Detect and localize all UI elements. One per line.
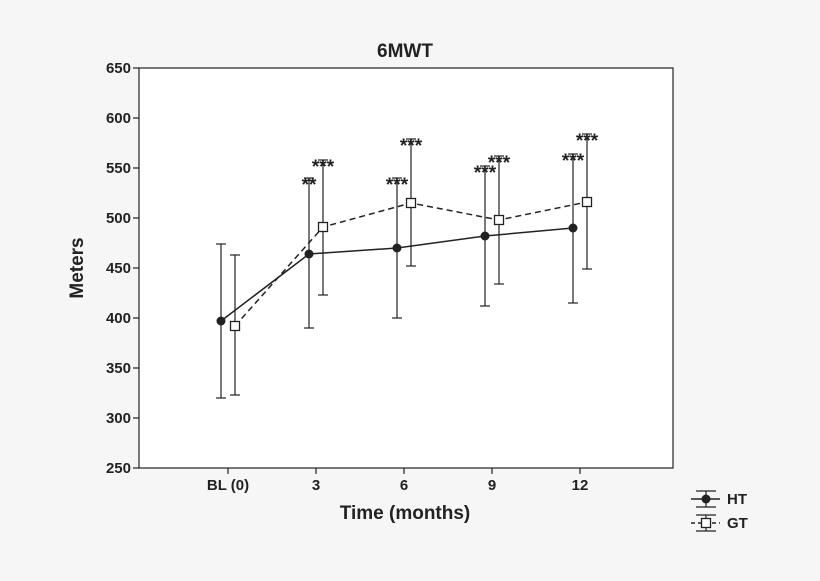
y-tick-label: 250 (106, 460, 131, 477)
series-group: ** ********************* (216, 131, 599, 399)
significance-label: ** (302, 175, 317, 196)
y-axis-label: Meters (67, 237, 88, 298)
legend-label: GT (727, 515, 748, 532)
data-point-ht (392, 243, 402, 253)
y-tick-label: 600 (106, 110, 131, 127)
significance-label: *** (474, 163, 497, 184)
y-tick-label: 350 (106, 360, 131, 377)
significance-label: *** (576, 131, 599, 152)
x-tick-label: 3 (312, 477, 320, 494)
series-gt: ************ (229, 131, 599, 396)
y-tick-label: 500 (106, 210, 131, 227)
x-tick-label: BL (0) (207, 477, 249, 494)
data-point-gt (317, 221, 329, 233)
data-point-gt (493, 214, 505, 226)
data-point-gt (229, 320, 241, 332)
x-tick-label: 9 (488, 477, 496, 494)
legend: HT GT (691, 490, 748, 532)
legend-item-ht: HT (691, 490, 747, 508)
y-tick-label: 300 (106, 410, 131, 427)
x-tick-label: 6 (400, 477, 408, 494)
significance-label: *** (562, 151, 585, 172)
significance-label: *** (400, 136, 423, 157)
y-tick-label: 400 (106, 310, 131, 327)
series-ht: ** ********* (216, 151, 585, 399)
x-axis: BL (0) 3 6 9 12 (207, 468, 588, 494)
significance-label: *** (488, 153, 511, 174)
y-axis: 250 300 350 400 450 500 550 600 650 (106, 60, 139, 477)
data-point-ht (216, 316, 226, 326)
data-point-gt (405, 197, 417, 209)
y-tick-label: 450 (106, 260, 131, 277)
data-point-ht (568, 223, 578, 233)
significance-label: *** (312, 157, 335, 178)
legend-marker (700, 517, 712, 529)
data-point-gt (581, 196, 593, 208)
x-tick-label: 12 (572, 477, 589, 494)
legend-marker (701, 494, 711, 504)
data-point-ht (304, 249, 314, 259)
legend-label: HT (727, 491, 747, 508)
legend-item-gt: GT (691, 514, 748, 532)
y-tick-label: 550 (106, 160, 131, 177)
y-tick-label: 650 (106, 60, 131, 77)
data-point-ht (480, 231, 490, 241)
significance-label: *** (386, 175, 409, 196)
x-axis-label: Time (months) (340, 503, 471, 524)
chart-title: 6MWT (377, 41, 433, 62)
plot-area (138, 67, 674, 469)
